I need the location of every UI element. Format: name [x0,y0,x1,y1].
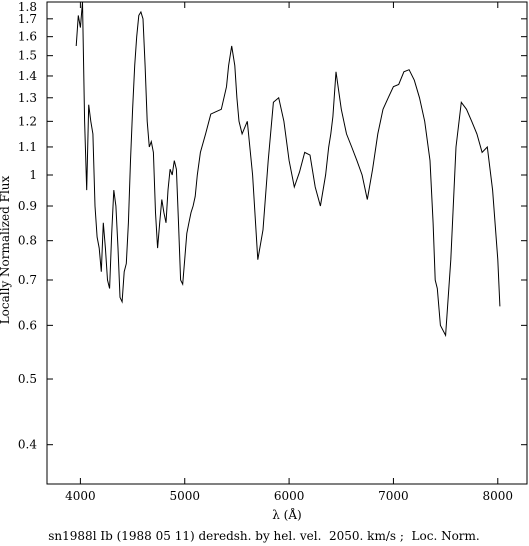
y-tick-label: 1.1 [18,140,37,154]
y-tick-label: 1.2 [18,114,37,128]
y-tick-label: 0.4 [18,438,37,452]
x-tick-label: 5000 [169,489,200,503]
y-tick-label: 1.4 [18,69,37,83]
x-axis-label: λ (Å) [272,507,301,522]
y-tick-label: 0.6 [18,318,37,332]
plot-frame [46,1,528,485]
x-tick-label: 6000 [274,489,305,503]
y-tick-label: 0.9 [18,199,37,213]
x-tick-label: 8000 [483,489,514,503]
y-tick-label: 1.3 [18,91,37,105]
y-tick-label: 0.8 [18,234,37,248]
y-tick-label: 0.5 [18,372,37,386]
x-axis-ticks: 4000 5000 6000 7000 8000 [65,2,513,503]
x-tick-label: 7000 [378,489,409,503]
y-axis-ticks: 0.4 0.5 0.6 0.7 0.8 0.9 1 1.1 1.2 1.3 1.4 1.5 1.6 1.7… [18,0,527,452]
y-tick-label: 1.8 [18,0,37,14]
chart-caption: sn1988l Ib (1988 05 11) deredsh. by hel.… [48,529,479,543]
y-tick-label: 1.5 [18,49,37,63]
y-tick-label: 1.6 [18,30,37,44]
y-axis-label: Locally Normalized Flux [0,175,12,324]
x-tick-label: 4000 [65,489,96,503]
y-tick-label: 0.7 [18,273,37,287]
y-tick-label: 1.7 [18,12,37,26]
spectrum-line [75,1,501,338]
y-tick-label: 1 [29,168,37,182]
